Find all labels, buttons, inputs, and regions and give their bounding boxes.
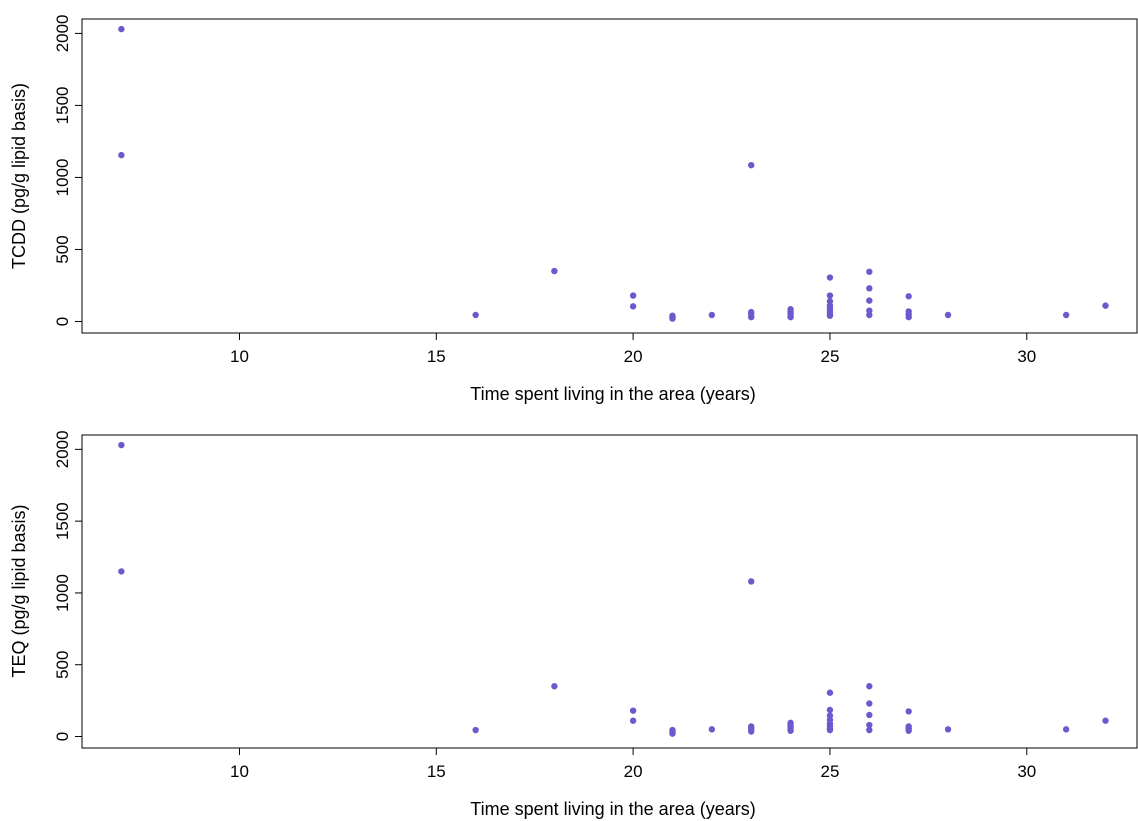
teq-x-tick-label: 30 (1017, 762, 1036, 781)
tcdd-y-tick-label: 500 (53, 235, 72, 263)
teq-x-tick-label: 20 (624, 762, 643, 781)
tcdd-y-tick-label: 1000 (53, 159, 72, 197)
tcdd-data-point (748, 161, 755, 169)
tcdd-data-point (1102, 302, 1109, 309)
tcdd-x-axis: 10 15 20 25 30 (230, 333, 1036, 366)
tcdd-data-point (629, 292, 637, 299)
tcdd-data-point (826, 312, 834, 319)
tcdd-points (118, 25, 1109, 322)
teq-y-axis-label: TEQ (pg/g lipid basis) (9, 504, 29, 677)
teq-points (118, 441, 1109, 737)
tcdd-data-point (551, 267, 558, 275)
teq-data-point (866, 700, 873, 707)
tcdd-y-tick-label: 2000 (53, 14, 72, 52)
tcdd-x-axis-label: Time spent living in the area (years) (470, 384, 755, 404)
teq-x-tick-label: 10 (230, 762, 249, 781)
teq-x-axis-label: Time spent living in the area (years) (470, 799, 755, 819)
tcdd-data-point (748, 313, 755, 321)
teq-data-point (826, 706, 834, 714)
teq-data-point (787, 727, 794, 734)
teq-data-point (866, 726, 873, 734)
teq-y-tick-label: 500 (53, 651, 72, 679)
teq-data-point (629, 717, 637, 724)
teq-data-point (826, 689, 834, 696)
teq-y-tick-label: 2000 (53, 430, 72, 468)
teq-data-point (1102, 717, 1109, 724)
teq-y-tick-label: 1000 (53, 574, 72, 612)
tcdd-data-point (708, 311, 716, 319)
tcdd-data-point (826, 292, 834, 299)
tcdd-data-point (669, 315, 676, 322)
tcdd-y-tick-label: 1500 (53, 87, 72, 125)
tcdd-data-point (472, 311, 479, 319)
teq-y-tick-label: 1500 (53, 502, 72, 540)
tcdd-y-axis: 0 500 1000 1500 2000 (53, 14, 82, 326)
teq-data-point (866, 683, 873, 690)
teq-x-axis: 10 15 20 25 30 (230, 748, 1036, 781)
tcdd-data-point (826, 274, 834, 281)
tcdd-plot-frame (81, 18, 1138, 334)
teq-x-tick-label: 15 (427, 762, 446, 781)
teq-data-point (826, 726, 834, 734)
teq-data-point (472, 726, 479, 734)
teq-y-axis: 0 500 1000 1500 2000 (53, 430, 82, 741)
tcdd-data-point (866, 311, 873, 319)
tcdd-data-point (944, 311, 952, 319)
tcdd-x-tick-label: 30 (1017, 347, 1036, 366)
teq-data-point (905, 727, 912, 734)
teq-x-tick-label: 25 (820, 762, 839, 781)
tcdd-data-point (118, 151, 125, 159)
tcdd-data-point (866, 285, 873, 292)
tcdd-y-tick-label: 0 (53, 317, 72, 326)
tcdd-data-point (787, 313, 794, 321)
tcdd-data-point (866, 297, 873, 304)
teq-data-point (551, 683, 558, 690)
tcdd-data-point (118, 25, 125, 33)
teq-data-point (748, 578, 755, 585)
teq-panel: 0 500 1000 1500 2000 10 15 20 25 30 Time spent l… (9, 430, 1138, 819)
tcdd-x-tick-label: 20 (624, 347, 643, 366)
teq-data-point (118, 568, 125, 575)
tcdd-data-point (1062, 311, 1070, 319)
tcdd-x-tick-label: 15 (427, 347, 446, 366)
teq-data-point (905, 708, 912, 715)
tcdd-data-point (905, 313, 912, 321)
tcdd-panel: 0 500 1000 1500 2000 10 15 20 25 30 Time spent l… (9, 14, 1138, 404)
teq-y-tick-label: 0 (53, 732, 72, 741)
teq-data-point (866, 721, 873, 729)
teq-data-point (118, 441, 125, 449)
tcdd-x-tick-label: 10 (230, 347, 249, 366)
teq-data-point (1062, 726, 1070, 733)
tcdd-x-tick-label: 25 (820, 347, 839, 366)
teq-plot-frame (81, 434, 1138, 749)
teq-data-point (629, 707, 637, 714)
teq-data-point (748, 728, 755, 735)
teq-data-point (669, 730, 676, 737)
teq-data-point (944, 726, 952, 733)
tcdd-data-point (866, 268, 873, 275)
teq-data-point (866, 711, 873, 719)
tcdd-data-point (629, 303, 637, 310)
tcdd-data-point (905, 293, 912, 300)
teq-data-point (708, 726, 716, 733)
tcdd-y-axis-label: TCDD (pg/g lipid basis) (9, 83, 29, 269)
